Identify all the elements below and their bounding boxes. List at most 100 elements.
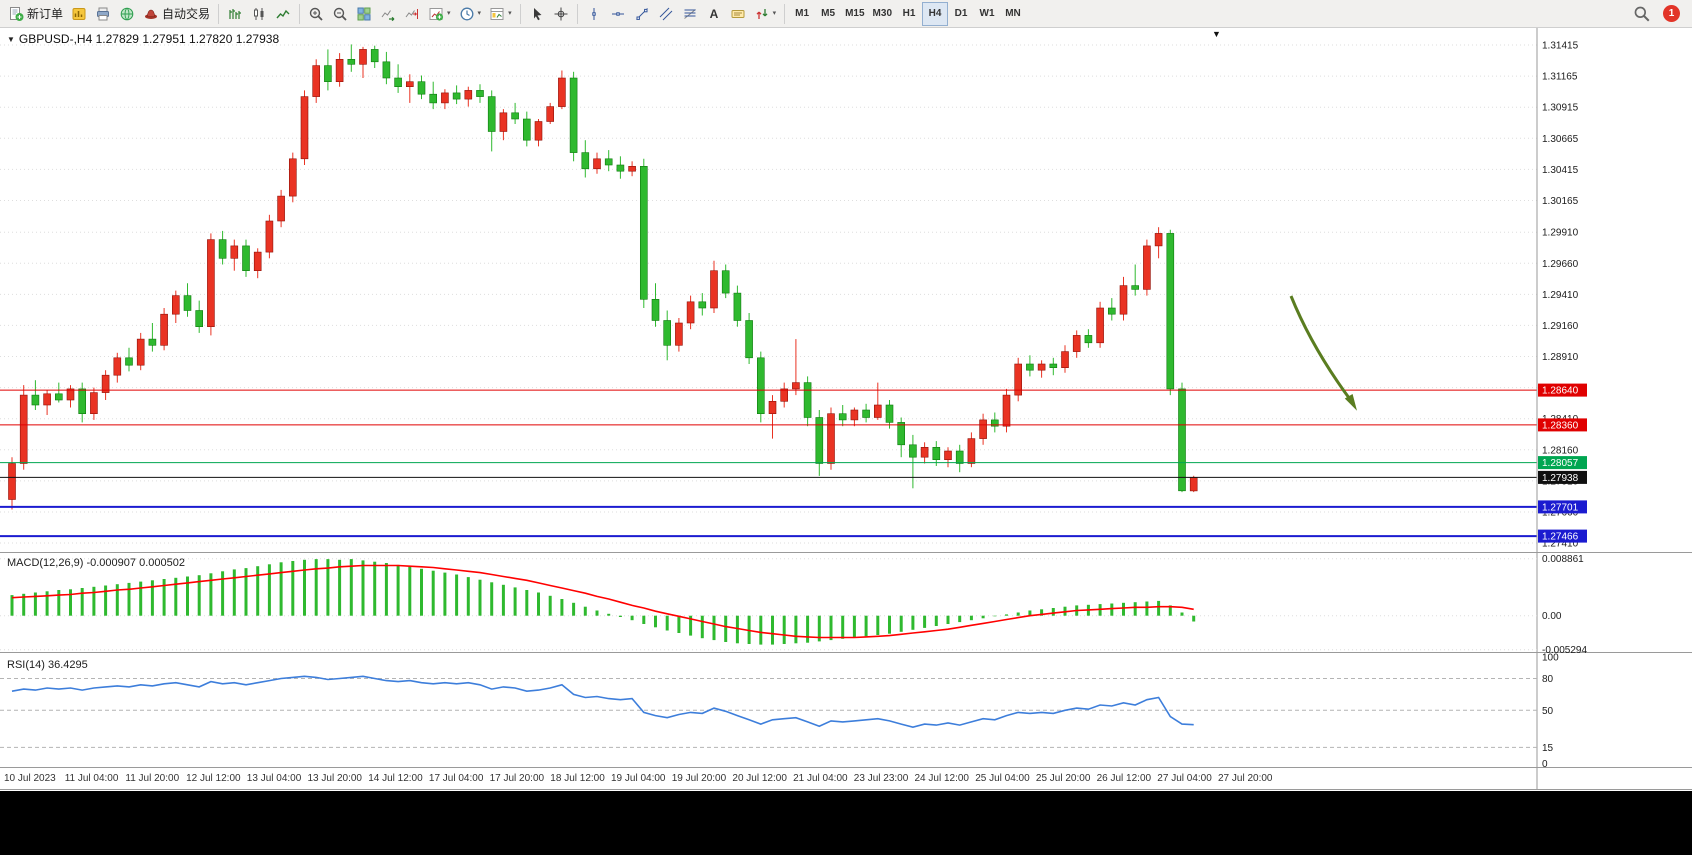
new-order-button[interactable]: 新订单: [4, 2, 67, 26]
panel-separators: [0, 28, 1692, 790]
chart-shift-button[interactable]: [400, 2, 424, 26]
svg-text:1.27938: 1.27938: [1542, 473, 1579, 484]
svg-text:1.30165: 1.30165: [1542, 196, 1579, 207]
cursor-button[interactable]: [525, 2, 549, 26]
vertical-line-icon: [586, 6, 602, 22]
hline-1.27466[interactable]: 1.27466: [0, 529, 1587, 543]
svg-text:19 Jul 04:00: 19 Jul 04:00: [611, 773, 666, 784]
dropdown-caret-icon: ▾: [447, 10, 451, 17]
periods-button[interactable]: ▾: [455, 2, 486, 26]
hline-1.28360[interactable]: 1.28360: [0, 418, 1587, 432]
hline-1.28640[interactable]: 1.28640: [0, 383, 1587, 397]
hline-1.27938[interactable]: 1.27938: [0, 470, 1587, 484]
hline-1.27701[interactable]: 1.27701: [0, 500, 1587, 514]
chart-canvas: 1.31415 1.31165 1.30915 1.30665 1.30415 1.301…: [0, 28, 1692, 790]
search-button[interactable]: [1629, 2, 1655, 26]
toolbar-separator: [519, 3, 521, 24]
trendline-button[interactable]: [630, 2, 654, 26]
chart-shift-marker-icon[interactable]: ▼: [1212, 29, 1221, 39]
text-button[interactable]: A: [702, 2, 726, 26]
svg-text:1.27466: 1.27466: [1542, 532, 1579, 543]
text-icon: A: [706, 6, 722, 22]
indicators-button[interactable]: ▾: [424, 2, 455, 26]
timeframe-toolbar: M1 M5 M15 M30 H1 H4 D1 W1 MN: [789, 1, 1026, 26]
text-label-button[interactable]: [726, 2, 750, 26]
zoom-in-button[interactable]: [304, 2, 328, 26]
new-order-label: 新订单: [27, 7, 64, 21]
print-button[interactable]: [91, 2, 115, 26]
chart-title: ▼ GBPUSD-,H4 1.27829 1.27951 1.27820 1.2…: [7, 32, 279, 46]
time-axis: 10 Jul 2023 11 Jul 04:00 11 Jul 20:00 12 Ju…: [4, 773, 1273, 784]
svg-text:23 Jul 23:00: 23 Jul 23:00: [854, 773, 909, 784]
svg-text:1.28360: 1.28360: [1542, 420, 1579, 431]
timeframe-button-d1[interactable]: D1: [948, 2, 974, 26]
bar-chart-icon: [227, 6, 243, 22]
crosshair-button[interactable]: [549, 2, 573, 26]
timeframe-button-m5[interactable]: M5: [815, 2, 841, 26]
notification-badge[interactable]: 1: [1663, 5, 1680, 22]
timeframe-button-h1[interactable]: H1: [896, 2, 922, 26]
line-chart-button[interactable]: [271, 2, 295, 26]
svg-text:25 Jul 20:00: 25 Jul 20:00: [1036, 773, 1091, 784]
price-badge: [1538, 383, 1587, 397]
timeframe-button-m1[interactable]: M1: [789, 2, 815, 26]
main-toolbar: 新订单 自动交易: [0, 0, 1692, 28]
hline-1.28057[interactable]: 1.28057: [0, 456, 1587, 470]
svg-text:1.27410: 1.27410: [1542, 539, 1579, 550]
toolbar-separator: [218, 3, 220, 24]
templates-icon: [489, 6, 505, 22]
rsi-panel: 100 80 50 15 0: [0, 653, 1559, 770]
auto-scroll-button[interactable]: [376, 2, 400, 26]
bottom-strip: [0, 791, 1692, 855]
svg-text:13 Jul 04:00: 13 Jul 04:00: [247, 773, 302, 784]
timeframe-button-m30[interactable]: M30: [869, 2, 896, 26]
svg-text:27 Jul 04:00: 27 Jul 04:00: [1157, 773, 1212, 784]
horizontal-line-icon: [610, 6, 626, 22]
rsi-label: RSI(14) 36.4295: [7, 659, 88, 671]
channel-icon: [658, 6, 674, 22]
svg-text:11 Jul 04:00: 11 Jul 04:00: [65, 773, 119, 784]
svg-text:19 Jul 20:00: 19 Jul 20:00: [672, 773, 727, 784]
svg-text:50: 50: [1542, 706, 1554, 717]
svg-text:25 Jul 04:00: 25 Jul 04:00: [975, 773, 1030, 784]
svg-text:17 Jul 04:00: 17 Jul 04:00: [429, 773, 484, 784]
chart-shift-icon: [404, 6, 420, 22]
macd-label: MACD(12,26,9) -0.000907 0.000502: [7, 557, 185, 569]
vertical-line-button[interactable]: [582, 2, 606, 26]
tile-windows-button[interactable]: [352, 2, 376, 26]
timeframe-button-w1[interactable]: W1: [974, 2, 1000, 26]
svg-text:13 Jul 20:00: 13 Jul 20:00: [308, 773, 363, 784]
zoom-in-icon: [308, 6, 324, 22]
timeframe-button-m15[interactable]: M15: [841, 2, 868, 26]
trend-arrow-annotation[interactable]: [1289, 295, 1357, 411]
templates-button[interactable]: ▾: [485, 2, 516, 26]
svg-text:1.28910: 1.28910: [1542, 352, 1579, 363]
fibonacci-icon: [682, 6, 698, 22]
auto-trading-button[interactable]: 自动交易: [139, 2, 214, 26]
svg-text:1.29160: 1.29160: [1542, 321, 1579, 332]
crosshair-icon: [553, 6, 569, 22]
svg-text:1.30915: 1.30915: [1542, 103, 1579, 114]
zoom-out-button[interactable]: [328, 2, 352, 26]
svg-text:1.30415: 1.30415: [1542, 165, 1579, 176]
price-badge: [1538, 500, 1587, 514]
arrows-button[interactable]: ▾: [750, 2, 781, 26]
dropdown-caret-icon: ▾: [508, 10, 512, 17]
svg-text:12 Jul 12:00: 12 Jul 12:00: [186, 773, 241, 784]
cursor-icon: [529, 6, 545, 22]
bar-chart-button[interactable]: [223, 2, 247, 26]
charts-profile-button[interactable]: [67, 2, 91, 26]
text-label-icon: [730, 6, 746, 22]
timeframe-button-mn[interactable]: MN: [1000, 2, 1026, 26]
candlestick-chart-button[interactable]: [247, 2, 271, 26]
svg-text:0: 0: [1542, 759, 1548, 770]
horizontal-line-button[interactable]: [606, 2, 630, 26]
svg-text:1.29410: 1.29410: [1542, 290, 1579, 301]
channel-button[interactable]: [654, 2, 678, 26]
timeframe-button-h4[interactable]: H4: [922, 1, 948, 26]
svg-text:20 Jul 12:00: 20 Jul 12:00: [732, 773, 787, 784]
charts-profile-icon: [71, 6, 87, 22]
community-button[interactable]: [115, 2, 139, 26]
fibonacci-button[interactable]: [678, 2, 702, 26]
symbol-dropdown-icon[interactable]: ▼: [7, 34, 15, 44]
